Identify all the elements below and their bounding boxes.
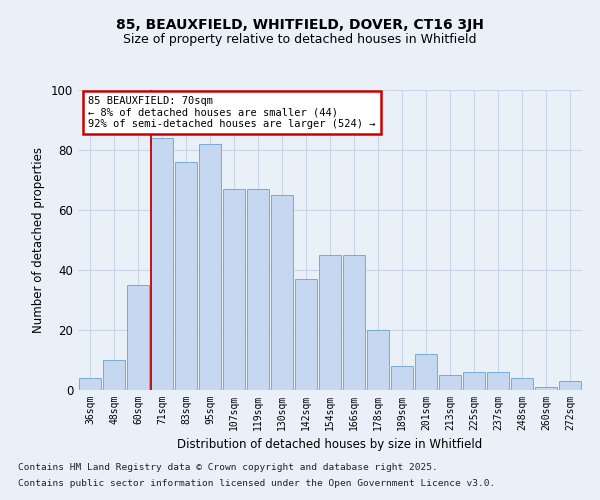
Bar [199, 144, 221, 390]
Bar [367, 330, 389, 390]
Bar [415, 354, 437, 390]
Bar [103, 360, 125, 390]
Y-axis label: Number of detached properties: Number of detached properties [32, 147, 46, 333]
Bar [223, 189, 245, 390]
Bar [511, 378, 533, 390]
Bar [559, 381, 581, 390]
Bar [295, 279, 317, 390]
Bar [271, 195, 293, 390]
Text: Size of property relative to detached houses in Whitfield: Size of property relative to detached ho… [123, 32, 477, 46]
Bar [175, 162, 197, 390]
Text: Contains public sector information licensed under the Open Government Licence v3: Contains public sector information licen… [18, 478, 495, 488]
Bar [487, 372, 509, 390]
Text: 85 BEAUXFIELD: 70sqm
← 8% of detached houses are smaller (44)
92% of semi-detach: 85 BEAUXFIELD: 70sqm ← 8% of detached ho… [88, 96, 376, 129]
X-axis label: Distribution of detached houses by size in Whitfield: Distribution of detached houses by size … [178, 438, 482, 452]
Bar [463, 372, 485, 390]
Bar [79, 378, 101, 390]
Bar [319, 255, 341, 390]
Text: Contains HM Land Registry data © Crown copyright and database right 2025.: Contains HM Land Registry data © Crown c… [18, 464, 438, 472]
Bar [151, 138, 173, 390]
Bar [391, 366, 413, 390]
Bar [439, 375, 461, 390]
Bar [343, 255, 365, 390]
Bar [535, 387, 557, 390]
Bar [247, 189, 269, 390]
Text: 85, BEAUXFIELD, WHITFIELD, DOVER, CT16 3JH: 85, BEAUXFIELD, WHITFIELD, DOVER, CT16 3… [116, 18, 484, 32]
Bar [127, 285, 149, 390]
